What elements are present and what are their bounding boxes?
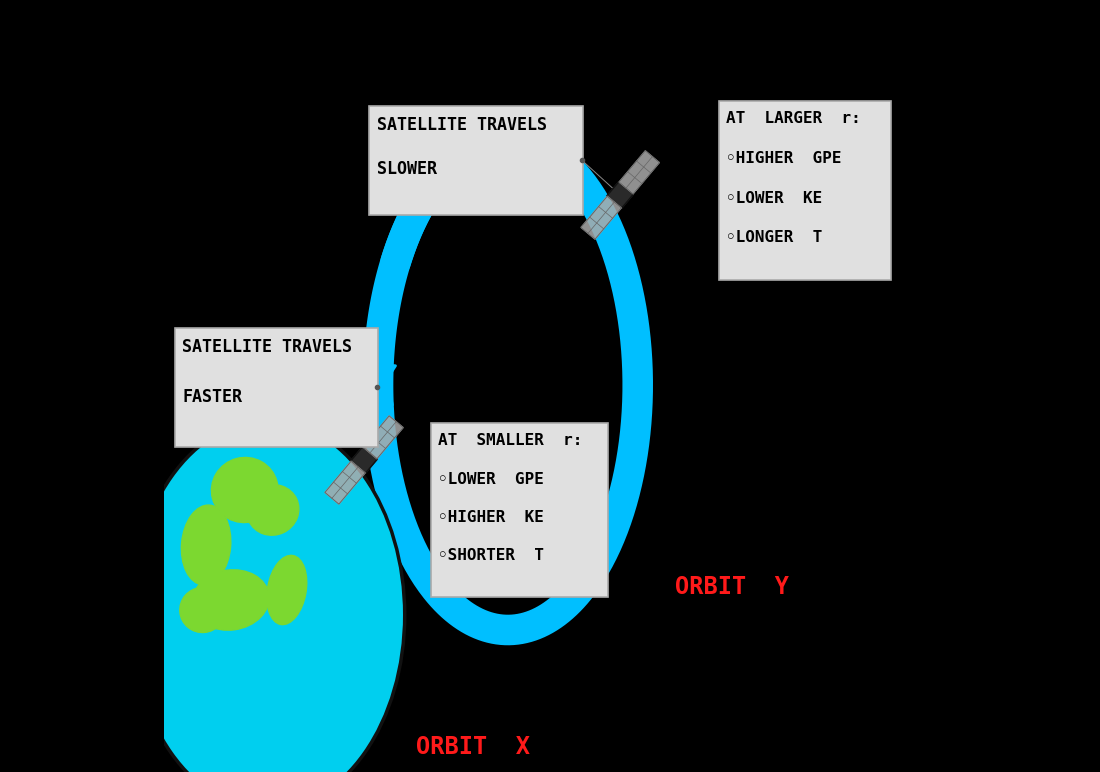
Text: ◦LONGER  T: ◦LONGER T xyxy=(726,230,823,245)
Text: AT  SMALLER  r:: AT SMALLER r: xyxy=(439,433,583,448)
Polygon shape xyxy=(324,461,365,504)
Polygon shape xyxy=(619,151,659,194)
Polygon shape xyxy=(363,416,403,459)
Text: ORBIT  X: ORBIT X xyxy=(416,735,530,759)
Text: ◦LOWER  KE: ◦LOWER KE xyxy=(726,191,823,205)
Polygon shape xyxy=(351,447,377,473)
Polygon shape xyxy=(581,196,622,239)
FancyBboxPatch shape xyxy=(175,328,378,446)
Text: SATELLITE TRAVELS: SATELLITE TRAVELS xyxy=(376,116,547,134)
FancyBboxPatch shape xyxy=(719,101,891,279)
Text: SATELLITE TRAVELS: SATELLITE TRAVELS xyxy=(183,338,352,356)
FancyBboxPatch shape xyxy=(370,107,583,215)
Ellipse shape xyxy=(192,570,270,630)
Polygon shape xyxy=(607,181,634,208)
Text: ◦SHORTER  T: ◦SHORTER T xyxy=(439,548,544,564)
Ellipse shape xyxy=(131,420,405,772)
Text: SLOWER: SLOWER xyxy=(376,161,437,178)
Text: ◦HIGHER  KE: ◦HIGHER KE xyxy=(439,510,544,525)
Ellipse shape xyxy=(246,485,299,535)
FancyBboxPatch shape xyxy=(431,424,608,597)
Text: AT  LARGER  r:: AT LARGER r: xyxy=(726,111,861,126)
Ellipse shape xyxy=(211,458,278,523)
Text: ◦LOWER  GPE: ◦LOWER GPE xyxy=(439,472,544,486)
Text: FASTER: FASTER xyxy=(183,388,242,405)
Text: ORBIT  Y: ORBIT Y xyxy=(675,575,790,599)
Ellipse shape xyxy=(267,555,307,625)
Text: ◦HIGHER  GPE: ◦HIGHER GPE xyxy=(726,151,842,166)
Ellipse shape xyxy=(182,505,231,585)
Ellipse shape xyxy=(179,587,226,632)
